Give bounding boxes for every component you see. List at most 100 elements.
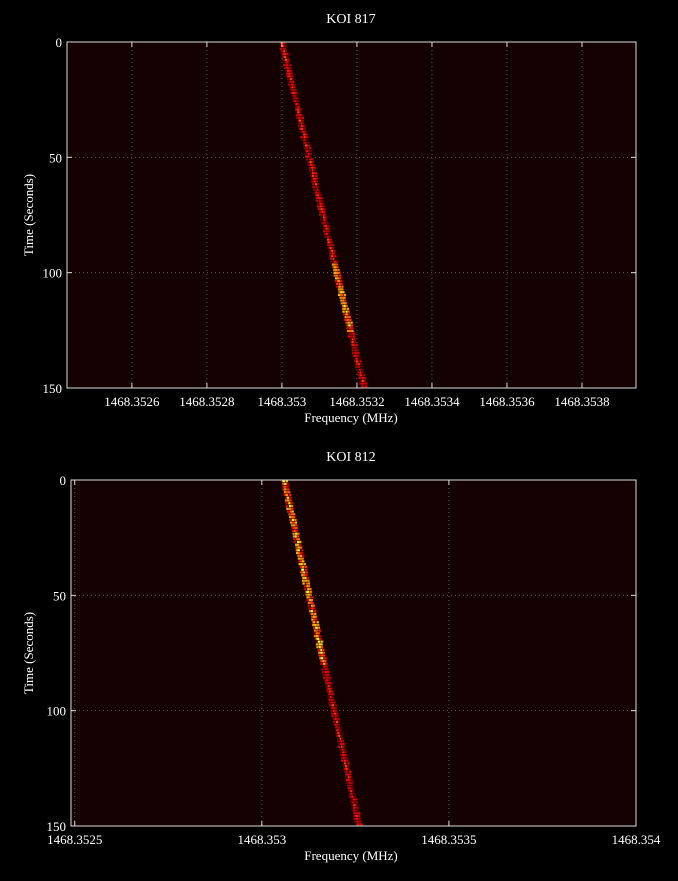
signal-pixel	[359, 371, 363, 374]
signal-pixel	[328, 676, 331, 679]
signal-pixel	[317, 626, 320, 629]
signal-pixel	[279, 47, 282, 50]
signal-pixel	[353, 814, 357, 818]
signal-pixel	[331, 246, 334, 250]
signal-pixel	[355, 346, 358, 349]
signal-pixel	[346, 324, 349, 327]
signal-pixel	[285, 496, 288, 499]
signal-pixel	[355, 365, 358, 369]
signal-pixel	[296, 551, 299, 555]
signal-pixel	[300, 571, 303, 574]
signal-pixel	[328, 679, 331, 682]
signal-pixel	[355, 817, 359, 820]
signal-pixel	[295, 527, 298, 530]
signal-pixel	[291, 80, 295, 83]
signal-pixel	[326, 676, 329, 679]
axes-frame	[66, 41, 637, 389]
signal-pixel	[350, 798, 353, 801]
signal-pixel	[308, 149, 312, 153]
signal-pixel	[293, 89, 297, 92]
signal-pixel	[292, 513, 296, 516]
signal-pixel	[313, 635, 317, 638]
signal-pixel	[311, 601, 314, 604]
signal-pixel	[292, 535, 296, 538]
signal-pixel	[298, 108, 302, 111]
signal-pixel	[287, 80, 291, 83]
signal-pixel	[335, 720, 339, 724]
y-tick-label: 150	[43, 381, 63, 396]
signal-pixel	[295, 543, 298, 546]
signal-pixel	[309, 161, 313, 164]
signal-pixel	[300, 563, 303, 566]
signal-pixel	[354, 340, 357, 344]
signal-pixel	[299, 540, 302, 544]
signal-pixel	[348, 329, 352, 333]
signal-pixel	[315, 174, 318, 178]
signal-pixel	[307, 582, 311, 585]
signal-pixel	[286, 55, 289, 59]
signal-pixel	[328, 244, 331, 247]
y-tick-label: 100	[47, 704, 67, 719]
signal-pixel	[314, 172, 317, 175]
signal-pixel	[295, 524, 298, 527]
signal-pixel	[314, 610, 317, 613]
signal-pixel	[298, 119, 302, 122]
signal-pixel	[294, 521, 298, 524]
signal-pixel	[330, 249, 334, 252]
signal-pixel	[349, 773, 352, 776]
signal-pixel	[320, 648, 323, 652]
signal-pixel	[319, 202, 322, 205]
signal-pixel	[326, 690, 329, 693]
signal-pixel	[294, 518, 297, 521]
signal-pixel	[328, 698, 331, 701]
signal-pixel	[289, 69, 292, 72]
signal-pixel	[313, 618, 316, 621]
signal-pixel	[353, 820, 357, 823]
signal-pixel	[350, 784, 354, 787]
signal-pixel	[359, 379, 363, 382]
signal-pixel	[287, 61, 290, 64]
signal-pixel	[316, 185, 320, 189]
signal-pixel	[334, 723, 337, 726]
signal-pixel	[355, 812, 358, 815]
signal-pixel	[288, 75, 291, 78]
signal-pixel	[337, 723, 341, 726]
signal-pixel	[333, 249, 336, 252]
signal-pixel	[344, 316, 347, 319]
signal-pixel	[285, 64, 289, 67]
signal-pixel	[324, 682, 328, 685]
signal-pixel	[334, 277, 338, 280]
signal-pixel	[334, 266, 337, 269]
signal-pixel	[357, 363, 361, 366]
signal-pixel	[334, 718, 337, 721]
signal-pixel	[307, 163, 310, 166]
signal-pixel	[323, 665, 326, 668]
signal-pixel	[329, 252, 332, 255]
signal-pixel	[313, 177, 316, 180]
signal-pixel	[301, 116, 304, 119]
signal-pixel	[320, 197, 323, 200]
signal-pixel	[293, 540, 296, 544]
signal-pixel	[316, 202, 319, 205]
signal-pixel	[289, 510, 293, 513]
signal-pixel	[321, 670, 325, 674]
signal-pixel	[296, 100, 300, 103]
signal-pixel	[338, 271, 341, 274]
signal-pixel	[351, 352, 355, 355]
signal-pixel	[312, 607, 315, 610]
signal-pixel	[288, 66, 292, 70]
signal-pixel	[344, 776, 347, 779]
signal-pixel	[298, 116, 301, 119]
x-tick-label: 1468.3532	[329, 394, 384, 409]
signal-pixel	[309, 599, 312, 602]
signal-pixel	[346, 329, 350, 333]
signal-pixel	[364, 385, 368, 388]
signal-pixel	[317, 648, 320, 652]
signal-pixel	[350, 340, 353, 344]
plot-area	[71, 480, 636, 826]
signal-pixel	[320, 657, 324, 660]
signal-pixel	[321, 665, 325, 668]
signal-pixel	[304, 576, 308, 580]
signal-pixel	[306, 590, 310, 593]
signal-pixel	[301, 579, 305, 582]
